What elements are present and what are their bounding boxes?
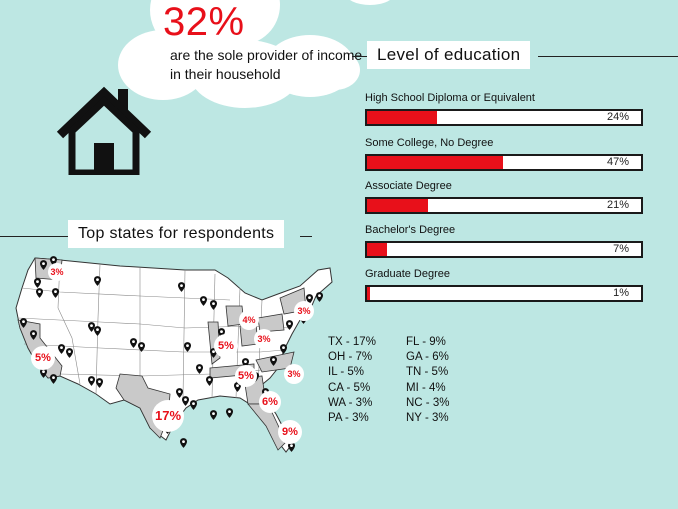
map-percent-bubble xyxy=(239,310,259,330)
education-row: Graduate Degree 1% xyxy=(365,266,643,302)
education-label: High School Diploma or Equivalent xyxy=(365,92,535,104)
state-list-row: IL - 5% TN - 5% xyxy=(328,365,449,380)
state-list-entry: CA - 5% xyxy=(328,381,371,394)
state-list-row: TX - 17% FL - 9% xyxy=(328,335,449,350)
education-bar: 21% xyxy=(365,197,643,214)
education-bar-fill xyxy=(367,243,388,256)
state-list-entry: TN - 5% xyxy=(406,366,449,379)
state-list-entry: NY - 3% xyxy=(406,412,449,425)
map-percent-label: 9% xyxy=(282,426,298,438)
map-percent-label: 5% xyxy=(238,370,254,382)
map-percent-bubble xyxy=(152,400,184,432)
education-value: 21% xyxy=(606,199,629,211)
education-bar: 24% xyxy=(365,109,643,126)
state-list-entry: FL - 9% xyxy=(406,336,446,348)
us-map: 3% 5% 4% 5% 3% 3% 3% 5% 6% 17% 9% xyxy=(15,256,333,453)
map-pin-icon xyxy=(50,374,57,384)
state-percent-list: TX - 17% FL - 9% OH - 7% GA - 6% IL - 5% TN -… xyxy=(328,335,449,426)
state-list-entry: GA - 6% xyxy=(406,351,449,364)
states-rule-left xyxy=(0,236,68,237)
state-list-row: PA - 3% NY - 3% xyxy=(328,411,449,426)
house-icon xyxy=(56,86,152,175)
states-title: Top states for respondents xyxy=(68,220,285,248)
education-label: Some College, No Degree xyxy=(365,137,494,149)
education-row: Associate Degree 21% xyxy=(365,178,643,214)
state-list-entry: WA - 3% xyxy=(328,396,373,409)
map-percent-label: 17% xyxy=(155,408,181,423)
map-pin-icon xyxy=(210,410,217,420)
map-percent-label: 4% xyxy=(242,315,255,325)
education-bar: 47% xyxy=(365,154,643,171)
map-pin-icon xyxy=(190,400,197,410)
map-percent-label: 5% xyxy=(35,352,51,364)
state-list-row: OH - 7% GA - 6% xyxy=(328,350,449,365)
map-percent-bubble xyxy=(214,334,238,358)
state-list-entry: OH - 7% xyxy=(328,351,373,364)
state-list-entry: IL - 5% xyxy=(328,366,365,379)
map-percent-bubble xyxy=(278,420,302,444)
education-value: 7% xyxy=(613,243,629,255)
map-percent-label: 3% xyxy=(287,369,300,379)
map-percent-bubble xyxy=(294,301,314,321)
map-percent-bubble xyxy=(48,263,66,281)
map-percent-bubble xyxy=(259,391,281,413)
states-rule-right xyxy=(300,236,312,237)
state-pennsylvania xyxy=(257,313,285,333)
state-list-entry: PA - 3% xyxy=(328,412,369,425)
education-label: Graduate Degree xyxy=(365,268,450,280)
education-bar-fill xyxy=(367,199,428,212)
stat-description: are the sole provider of income in their… xyxy=(170,47,363,82)
education-row: Some College, No Degree 47% xyxy=(365,135,643,171)
map-pin-icon xyxy=(180,438,187,448)
map-percent-label: 6% xyxy=(262,396,278,408)
map-percent-bubble xyxy=(254,329,274,349)
state-list-entry: TX - 17% xyxy=(328,336,376,348)
map-percent-labels: 3% 5% 4% 5% 3% 3% 3% 5% 6% 17% 9% xyxy=(31,263,314,444)
education-rule-left xyxy=(352,56,372,57)
state-list-row: WA - 3% NC - 3% xyxy=(328,396,449,411)
education-value: 1% xyxy=(613,287,629,299)
map-pin-icon xyxy=(316,292,323,302)
education-bar-fill xyxy=(367,287,370,300)
state-list-entry: MI - 4% xyxy=(406,381,446,394)
education-row: Bachelor's Degree 7% xyxy=(365,222,643,258)
stat-percent: 32% xyxy=(163,0,245,44)
map-percent-label: 3% xyxy=(257,334,270,344)
education-title: Level of education xyxy=(367,41,531,69)
map-pin-icon xyxy=(226,408,233,418)
map-percent-label: 3% xyxy=(50,267,63,277)
map-percent-label: 5% xyxy=(218,340,234,352)
state-list-row: CA - 5% MI - 4% xyxy=(328,381,449,396)
map-percent-bubble xyxy=(31,346,55,370)
education-value: 47% xyxy=(606,156,629,168)
education-rule-right xyxy=(538,56,678,57)
education-label: Associate Degree xyxy=(365,180,452,192)
education-bar-fill xyxy=(367,156,504,169)
map-percent-bubble xyxy=(235,365,257,387)
map-percent-label: 3% xyxy=(297,306,310,316)
education-bar-fill xyxy=(367,111,437,124)
education-row: High School Diploma or Equivalent 24% xyxy=(365,90,643,126)
education-label: Bachelor's Degree xyxy=(365,224,456,236)
map-percent-bubble xyxy=(284,364,304,384)
state-list-entry: NC - 3% xyxy=(406,396,450,409)
education-bar: 1% xyxy=(365,285,643,302)
education-value: 24% xyxy=(606,111,629,123)
education-bar: 7% xyxy=(365,241,643,258)
